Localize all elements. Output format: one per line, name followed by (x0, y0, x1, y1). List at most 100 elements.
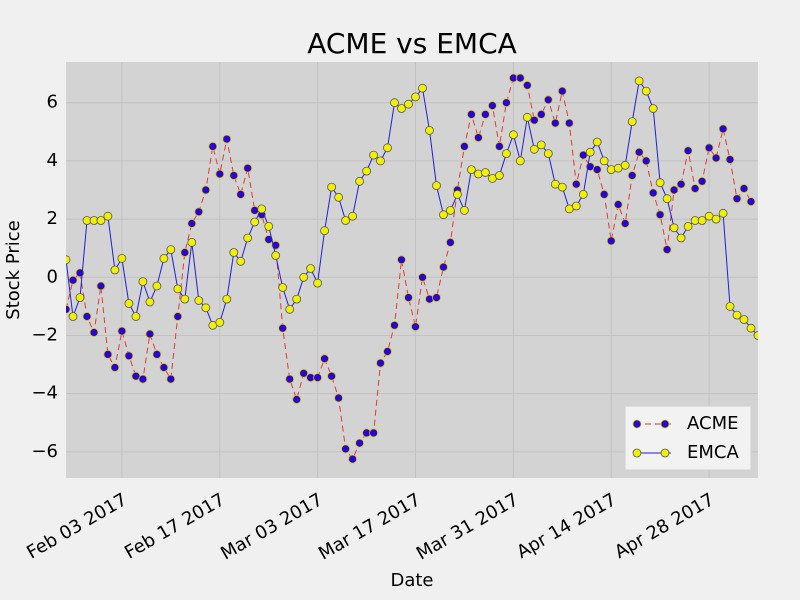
acme-data-point (243, 163, 253, 173)
acme-data-point (390, 320, 399, 330)
acme-data-point (334, 393, 344, 403)
acme-legend-marker (632, 419, 642, 429)
emca-data-point (285, 304, 295, 314)
emca-data-point (445, 205, 455, 215)
acme-data-point (522, 80, 532, 90)
emca-data-point (557, 182, 567, 192)
emca-legend-marker (660, 448, 670, 458)
emca-data-point (641, 86, 651, 96)
acme-data-point (648, 188, 658, 198)
emca-data-point (131, 312, 141, 321)
emca-data-point (383, 143, 392, 153)
y-tick-label: −6 (31, 441, 58, 462)
emca-data-point (68, 312, 78, 321)
x-tick-label: Apr 28 2017 (611, 489, 718, 563)
acme-data-point (229, 171, 239, 180)
emca-data-point (620, 160, 630, 170)
emca-data-point (299, 272, 309, 282)
emca-data-point (271, 251, 281, 260)
acme-data-point (376, 358, 385, 368)
emca-data-point (711, 214, 721, 224)
acme-data-point (432, 293, 441, 303)
acme-data-point (627, 171, 637, 180)
emca-data-point (494, 171, 504, 180)
emca-data-point (257, 204, 267, 214)
emca-data-point (606, 165, 616, 175)
acme-data-point (152, 349, 162, 359)
series-layer (66, 73, 758, 464)
emca-data-point (404, 99, 413, 109)
acme-data-point (718, 124, 728, 134)
emca-data-point (152, 281, 162, 291)
acme-series-line (66, 77, 752, 461)
acme-data-point (103, 349, 113, 359)
acme-legend-label: ACME (687, 413, 738, 434)
y-tick-label: 2 (47, 208, 58, 229)
emca-data-point (578, 189, 588, 199)
emca-data-point (355, 176, 365, 186)
x-tick-label: Apr 14 2017 (513, 489, 620, 563)
emca-data-point (669, 223, 679, 233)
acme-data-point (439, 262, 448, 272)
x-tick-label: Feb 03 2017 (23, 489, 131, 563)
emca-data-point (732, 310, 742, 320)
emca-data-point (655, 178, 665, 188)
acme-data-point (124, 351, 134, 361)
emca-data-point (662, 194, 672, 204)
emca-data-point (739, 315, 749, 324)
emca-legend-marker (632, 448, 642, 458)
acme-data-point (620, 219, 630, 228)
acme-data-point (669, 185, 679, 195)
acme-data-point (459, 141, 469, 151)
emca-data-point (201, 303, 211, 313)
emca-data-point (243, 233, 253, 243)
emca-data-point (194, 296, 204, 305)
acme-data-point (110, 363, 120, 372)
emca-data-point (250, 217, 260, 227)
acme-data-point (187, 219, 197, 228)
emca-data-point (362, 166, 372, 176)
emca-data-point (236, 256, 246, 266)
acme-data-point (285, 374, 295, 384)
acme-data-point (487, 101, 497, 110)
emca-data-point (320, 226, 330, 236)
acme-data-point (704, 143, 714, 153)
emca-data-point (166, 245, 176, 255)
emca-data-point (459, 205, 469, 215)
acme-data-point (480, 110, 490, 119)
acme-data-point (166, 374, 176, 384)
acme-data-point (690, 184, 700, 193)
y-tick-label: 4 (47, 150, 58, 171)
emca-data-point (292, 294, 302, 304)
emca-data-point (369, 150, 379, 160)
emca-data-point (439, 210, 448, 220)
acme-data-point (683, 146, 693, 156)
acme-data-point (599, 189, 609, 199)
acme-data-point (501, 98, 511, 108)
emca-data-point (180, 294, 190, 304)
acme-data-point (494, 141, 504, 151)
acme-data-point (68, 275, 78, 285)
acme-data-point (725, 155, 735, 164)
emca-data-point (264, 221, 274, 231)
emca-data-point (229, 248, 239, 257)
acme-data-point (159, 363, 169, 372)
acme-data-point (746, 197, 756, 207)
emca-data-point (278, 283, 288, 292)
acme-data-point (404, 293, 413, 303)
emca-data-point (718, 208, 728, 218)
acme-data-point (515, 73, 525, 83)
acme-data-point (145, 329, 155, 339)
y-axis-label: Stock Price (3, 220, 24, 319)
chart-title: ACME vs EMCA (307, 27, 517, 60)
acme-data-point (655, 210, 665, 220)
acme-data-point (592, 165, 602, 175)
acme-data-point (543, 95, 553, 105)
emca-data-point (187, 237, 197, 247)
acme-data-point (711, 153, 721, 163)
emca-data-point (425, 125, 434, 135)
acme-data-point (348, 454, 358, 464)
acme-legend-marker (660, 419, 670, 429)
y-tick-label: 6 (47, 92, 58, 113)
